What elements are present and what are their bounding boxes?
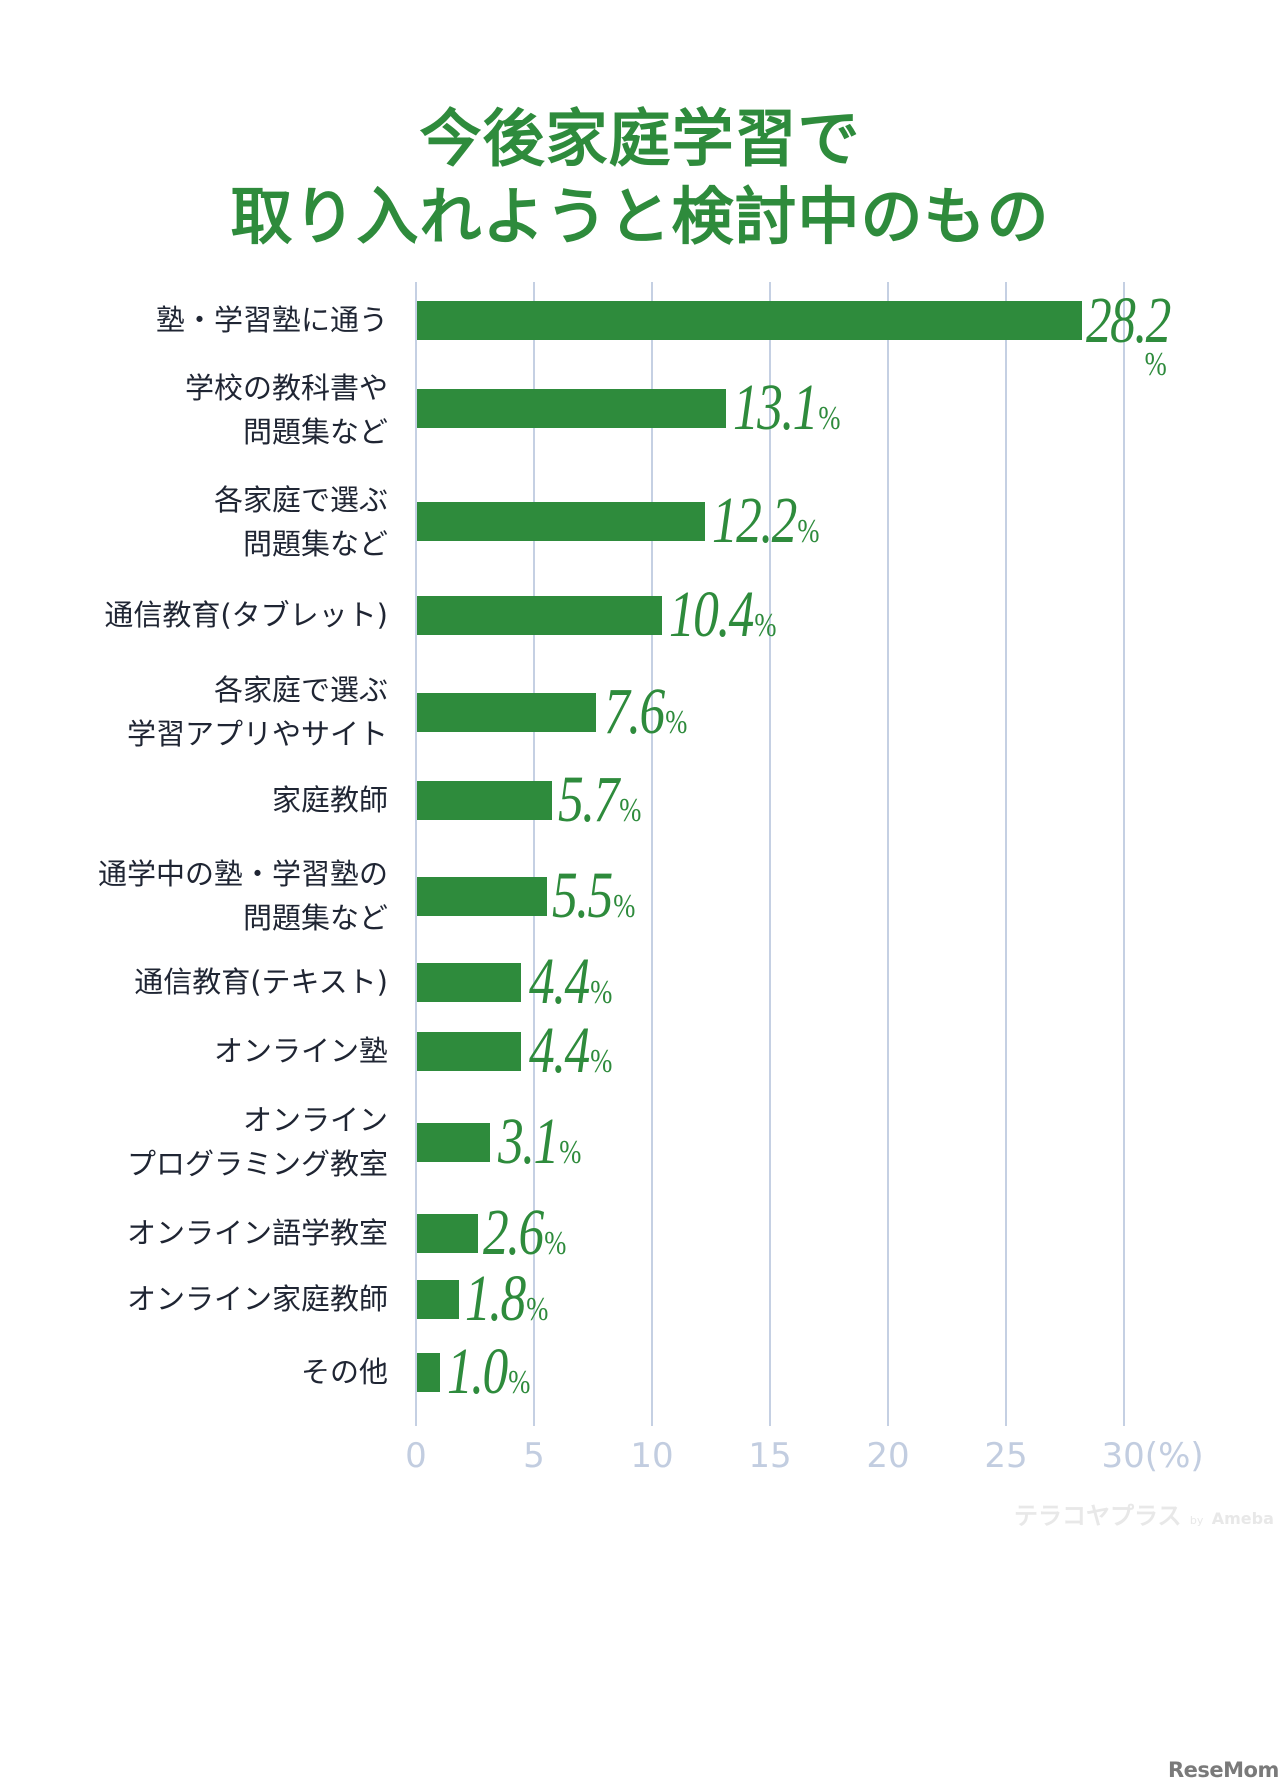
category-label: 家庭教師 <box>271 783 388 817</box>
value-label: 7.6% <box>604 675 688 748</box>
bar <box>417 693 596 732</box>
bar <box>417 1353 440 1392</box>
bar <box>417 781 552 820</box>
gridline-0 <box>415 282 417 1426</box>
category-label: 各家庭で選ぶ 学習アプリやサイト <box>126 673 388 751</box>
gridline-30 <box>1123 282 1125 1426</box>
bar <box>417 877 547 916</box>
resemom-logo: ReseMom <box>1168 1758 1279 1782</box>
x-tick-label: 5 <box>523 1436 545 1476</box>
terakoya-plus-watermark: テラコヤプラス by Ameba <box>1014 1502 1274 1530</box>
chart-title-line-1: 今後家庭学習で <box>419 102 861 175</box>
x-tick-label: 15 <box>748 1436 792 1476</box>
x-tick-label: 0 <box>405 1436 427 1476</box>
category-label: オンライン塾 <box>213 1034 388 1068</box>
x-tick-label: 30(%) <box>1101 1436 1204 1476</box>
value-label: 12.2% <box>712 484 820 557</box>
value-label: 13.1% <box>733 371 841 444</box>
value-label: 5.7% <box>558 763 642 836</box>
bar <box>417 963 521 1002</box>
category-label: 通学中の塾・学習塾の 問題集など <box>97 857 388 935</box>
bar <box>417 389 726 428</box>
bar <box>417 502 705 541</box>
bar <box>417 1123 490 1162</box>
category-label: 通信教育(タブレット) <box>104 598 388 632</box>
value-label: 1.0% <box>447 1335 531 1408</box>
bar <box>417 1032 521 1071</box>
category-label: オンライン語学教室 <box>126 1216 388 1250</box>
gridline-20 <box>887 282 889 1426</box>
value-label: 28.2 % <box>1086 284 1171 383</box>
category-label: 学校の教科書や 問題集など <box>184 371 388 449</box>
bar <box>417 596 662 635</box>
chart-title-line-2: 取り入れようと検討中のもの <box>230 180 1050 253</box>
bar <box>417 1214 478 1253</box>
gridline-5 <box>533 282 535 1426</box>
value-label: 4.4% <box>529 1014 613 1087</box>
category-label: 各家庭で選ぶ 問題集など <box>213 483 388 561</box>
bar <box>417 301 1082 340</box>
category-label: 塾・学習塾に通う <box>155 303 388 337</box>
x-tick-label: 10 <box>630 1436 674 1476</box>
category-label: 通信教育(テキスト) <box>134 965 388 999</box>
gridline-10 <box>651 282 653 1426</box>
gridline-25 <box>1005 282 1007 1426</box>
category-label: オンライン家庭教師 <box>126 1282 388 1316</box>
bar <box>417 1280 459 1319</box>
x-tick-label: 20 <box>866 1436 910 1476</box>
gridline-15 <box>769 282 771 1426</box>
value-label: 4.4% <box>529 945 613 1018</box>
value-label: 2.6% <box>483 1196 567 1269</box>
value-label: 5.5% <box>552 859 636 932</box>
category-label: その他 <box>300 1355 388 1389</box>
value-label: 3.1% <box>498 1105 582 1178</box>
value-label: 10.4% <box>669 578 777 651</box>
value-label: 1.8% <box>465 1262 549 1335</box>
chart-title: 今後家庭学習で 取り入れようと検討中のもの <box>0 100 1280 256</box>
category-label: オンライン プログラミング教室 <box>126 1103 388 1181</box>
x-tick-label: 25 <box>984 1436 1028 1476</box>
